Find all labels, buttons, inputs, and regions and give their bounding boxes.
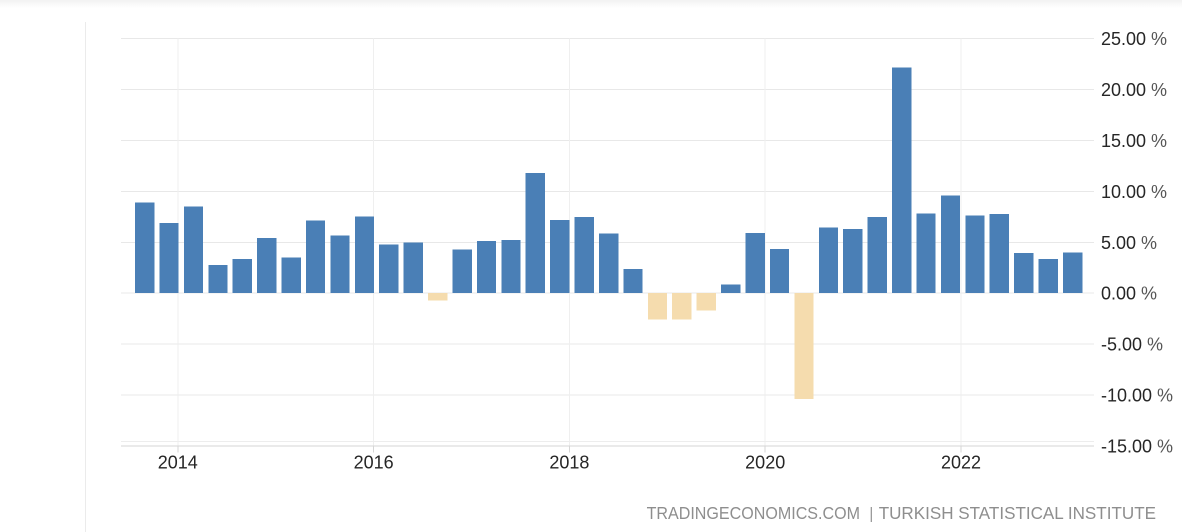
svg-text:15.00 %: 15.00 % [1101,131,1167,151]
svg-text:2022: 2022 [941,453,981,473]
svg-text:5.00 %: 5.00 % [1101,233,1157,253]
svg-text:-5.00 %: -5.00 % [1101,335,1163,355]
svg-text:10.00 %: 10.00 % [1101,182,1167,202]
svg-text:0.00 %: 0.00 % [1101,284,1157,304]
svg-text:2018: 2018 [549,453,589,473]
svg-text:TRADINGECONOMICS.COM: TRADINGECONOMICS.COM [647,503,860,523]
svg-text:2014: 2014 [158,453,198,473]
svg-text:2016: 2016 [354,453,394,473]
svg-text:25.00 %: 25.00 % [1101,29,1167,49]
svg-text:-10.00 %: -10.00 % [1101,386,1173,406]
svg-text:20.00 %: 20.00 % [1101,80,1167,100]
svg-text:-15.00 %: -15.00 % [1101,436,1173,456]
svg-text:2020: 2020 [745,453,785,473]
svg-text:|: | [869,506,873,523]
svg-text:TURKISH STATISTICAL INSTITUTE: TURKISH STATISTICAL INSTITUTE [879,503,1156,523]
